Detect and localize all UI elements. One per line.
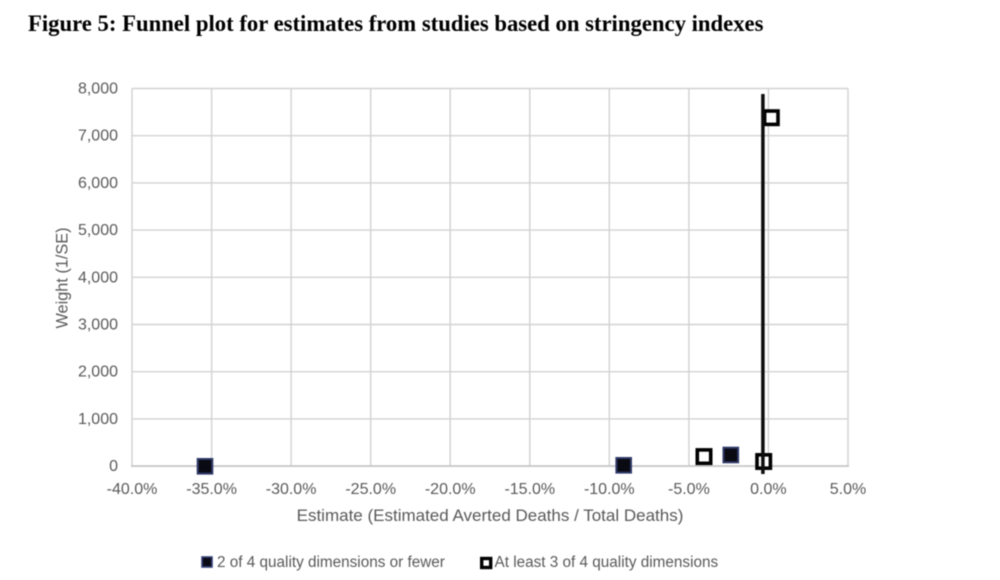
svg-text:3,000: 3,000: [78, 317, 118, 334]
svg-text:Estimate (Estimated Averted De: Estimate (Estimated Averted Deaths / Tot…: [297, 506, 684, 525]
svg-text:-5.0%: -5.0%: [668, 481, 710, 498]
svg-text:-15.0%: -15.0%: [504, 481, 555, 498]
svg-text:4,000: 4,000: [78, 269, 118, 286]
svg-text:-35.0%: -35.0%: [186, 481, 237, 498]
svg-text:Weight (1/SE): Weight (1/SE): [54, 227, 72, 328]
svg-text:At least 3 of 4 quality dimens: At least 3 of 4 quality dimensions: [495, 554, 719, 571]
svg-text:-20.0%: -20.0%: [425, 481, 476, 498]
svg-text:0.0%: 0.0%: [750, 481, 786, 498]
svg-text:-10.0%: -10.0%: [584, 481, 635, 498]
svg-text:Figure 5: Funnel plot for esti: Figure 5: Funnel plot for estimates from…: [28, 11, 764, 36]
svg-text:5.0%: 5.0%: [830, 481, 866, 498]
svg-text:7,000: 7,000: [78, 128, 118, 145]
svg-text:8,000: 8,000: [78, 81, 118, 98]
svg-text:2,000: 2,000: [78, 364, 118, 381]
svg-text:5,000: 5,000: [78, 222, 118, 239]
svg-text:2 of 4 quality dimensions or f: 2 of 4 quality dimensions or fewer: [217, 554, 445, 571]
svg-text:-25.0%: -25.0%: [345, 481, 396, 498]
svg-text:6,000: 6,000: [78, 175, 118, 192]
svg-text:-30.0%: -30.0%: [266, 481, 317, 498]
svg-text:1,000: 1,000: [78, 411, 118, 428]
svg-text:-40.0%: -40.0%: [107, 481, 158, 498]
svg-text:0: 0: [109, 458, 118, 475]
